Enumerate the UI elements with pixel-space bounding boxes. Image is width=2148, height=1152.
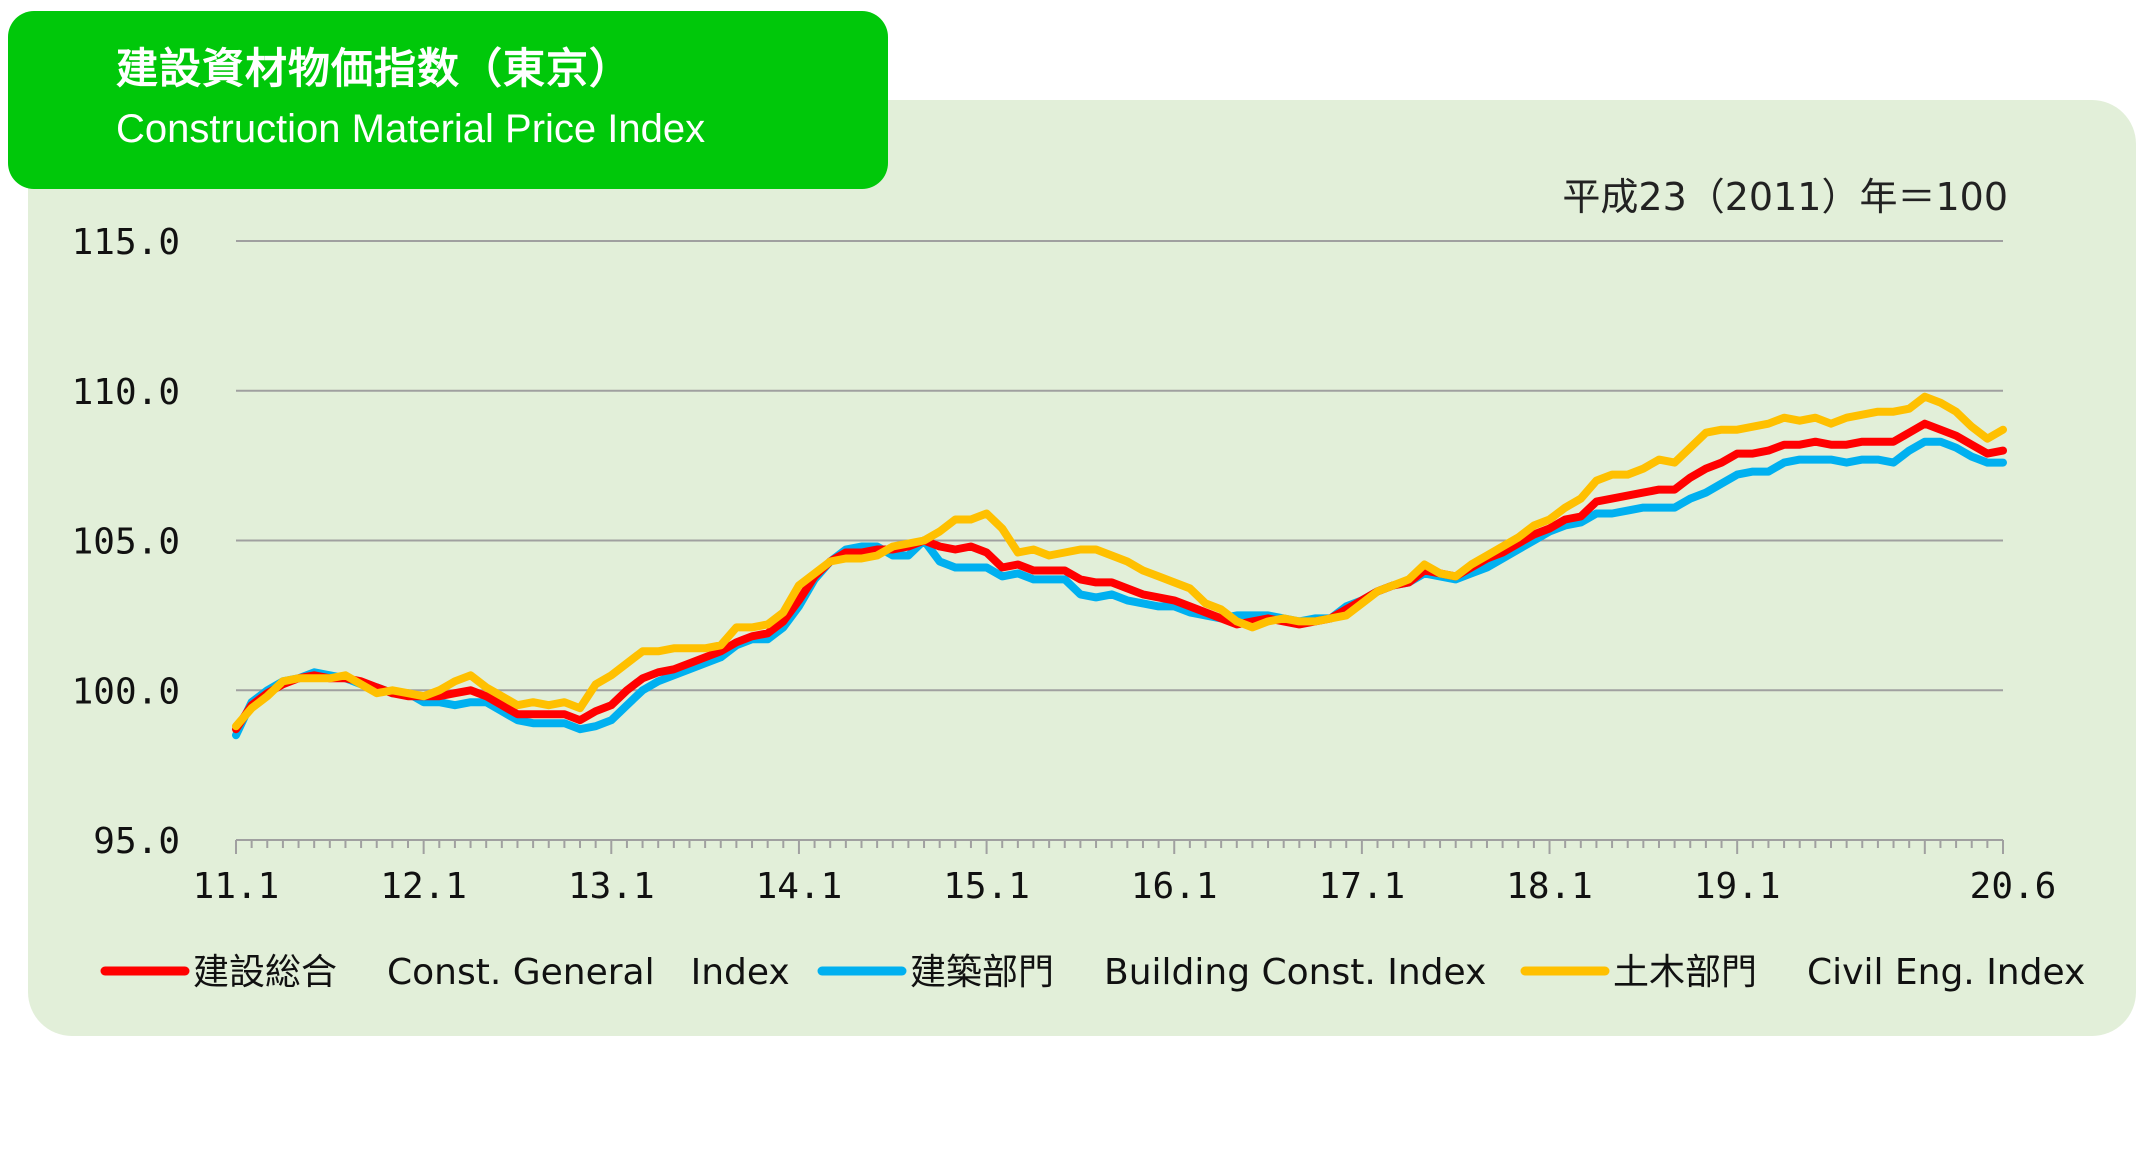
x-tick-label: 18.1 [1506,866,1593,907]
y-tick-label: 115.0 [72,222,180,263]
base-year-note: 平成23（2011）年＝100 [1562,175,2008,219]
legend-label-en: Const. General Index [387,952,790,993]
series-line-1 [232,437,2007,740]
legend-label-en: Civil Eng. Index [1807,952,2085,993]
y-tick-label: 100.0 [72,671,180,712]
y-tick-label: 110.0 [72,372,180,413]
legend-label-jp: 土木部門 [1613,952,1757,993]
chart-panel [28,100,2136,1036]
x-tick-label: 11.1 [193,866,280,907]
legend-label-en: Building Const. Index [1104,952,1486,993]
x-tick-label: 15.1 [943,866,1030,907]
legend-label-jp: 建築部門 [910,952,1054,993]
series-line-2 [232,392,2007,731]
legend-label-jp: 建設総合 [193,952,337,993]
title-banner: 建設資材物価指数（東京） Construction Material Price… [8,11,888,189]
x-tick-label: 20.6 [1970,866,2057,907]
y-tick-label: 95.0 [93,821,180,862]
x-tick-label: 12.1 [380,866,467,907]
x-tick-label: 17.1 [1319,866,1406,907]
y-tick-label: 105.0 [72,522,180,563]
legend-item: 土木部門 Civil Eng. Index [1520,952,2085,993]
x-tick-label: 16.1 [1131,866,1218,907]
legend-item: 建築部門 Building Const. Index [817,952,1486,993]
legend-item: 建設総合 Const. General Index [100,952,790,993]
x-tick-label: 14.1 [756,866,843,907]
x-tick-label: 13.1 [568,866,655,907]
x-tick-label: 19.1 [1694,866,1781,907]
series-line-0 [232,419,2007,734]
title-english: Construction Material Price Index [116,107,706,151]
title-japanese: 建設資材物価指数（東京） [116,44,633,93]
